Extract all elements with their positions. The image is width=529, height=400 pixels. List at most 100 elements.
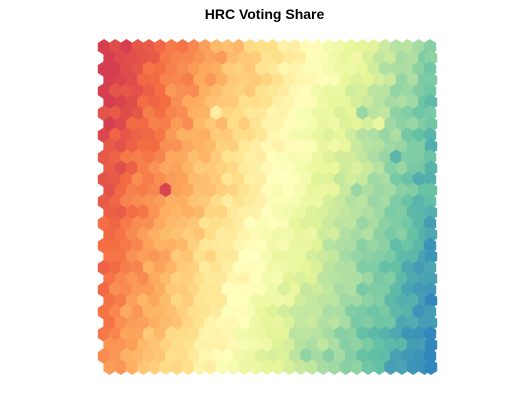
hex-cell	[103, 204, 116, 221]
hex-cell	[294, 314, 307, 331]
hex-cell	[142, 215, 156, 232]
hex-cell	[266, 303, 279, 320]
hex-cell	[300, 83, 313, 100]
hex-cell	[272, 336, 285, 353]
hex-cell	[412, 281, 425, 298]
hex-cell	[316, 204, 330, 221]
hex-cell	[277, 348, 291, 364]
hex-cell	[198, 303, 212, 320]
hex-cell	[339, 292, 352, 309]
hex-cell	[322, 61, 336, 78]
hex-cell	[412, 193, 425, 210]
hex-cell	[300, 281, 313, 298]
hex-cell	[378, 237, 392, 254]
hex-cell	[193, 138, 206, 155]
hex-cell	[210, 61, 223, 78]
hex-cell	[249, 116, 262, 133]
hex-cell	[378, 325, 392, 342]
hex-cell	[384, 314, 397, 331]
hex-cell	[238, 204, 251, 221]
hex-cell	[198, 39, 212, 55]
hex-cell	[406, 292, 420, 309]
hex-cell	[131, 193, 144, 210]
hex-cell	[120, 61, 133, 78]
hex-cell	[176, 39, 189, 55]
hex-cell	[232, 127, 246, 144]
hex-cell	[210, 215, 223, 232]
hex-cell	[198, 193, 212, 210]
hex-cell	[412, 259, 425, 276]
hex-cell	[288, 39, 302, 55]
hex-cell	[395, 359, 409, 375]
hex-cell	[125, 50, 139, 66]
hex-cell	[390, 348, 403, 364]
hex-cell	[401, 303, 414, 320]
hex-cell	[283, 226, 296, 243]
hex-cell	[148, 138, 161, 155]
hex-cell	[221, 303, 234, 320]
hex-cell	[176, 348, 189, 364]
hex-cell	[272, 116, 285, 133]
hex-cell	[182, 359, 195, 375]
hex-cell	[333, 281, 347, 298]
hex-cell	[373, 138, 386, 155]
hex-cell	[350, 292, 364, 309]
hex-cell	[227, 50, 240, 66]
hex-cell	[423, 83, 437, 100]
hex-cell	[109, 259, 122, 276]
hex-cell	[322, 215, 336, 232]
hex-cell	[322, 281, 336, 298]
hex-cell	[232, 105, 246, 122]
hex-cell	[406, 314, 420, 331]
hex-cell	[125, 359, 139, 375]
hex-cell	[187, 171, 201, 188]
hex-cell	[243, 127, 257, 144]
hex-cell	[210, 193, 223, 210]
hex-cell	[159, 292, 173, 309]
hex-cell	[232, 281, 246, 298]
hex-cell	[148, 160, 161, 177]
hex-cell	[373, 270, 386, 287]
hex-cell	[305, 204, 319, 221]
hex-cell	[227, 94, 240, 111]
hex-cell	[305, 226, 319, 243]
hex-cell	[339, 94, 352, 111]
hex-cell	[176, 281, 189, 298]
hex-cell	[328, 72, 341, 89]
hex-cell	[266, 237, 279, 254]
hex-cell	[272, 226, 285, 243]
hex-cell	[120, 259, 133, 276]
hex-cell	[193, 314, 206, 331]
hex-cell	[384, 182, 397, 199]
hex-cell	[424, 138, 438, 155]
hex-cell	[170, 72, 184, 89]
hex-cell	[311, 127, 324, 144]
hex-cell	[406, 359, 420, 375]
hex-cell	[367, 105, 381, 122]
hex-cell	[361, 359, 375, 375]
hex-cell	[356, 325, 369, 342]
hex-cell	[187, 303, 201, 320]
hex-cell	[170, 359, 184, 375]
hex-cell	[176, 259, 189, 276]
hex-cell	[294, 292, 307, 309]
hex-cell	[103, 116, 116, 133]
hex-cell	[339, 182, 352, 199]
hex-cell	[103, 226, 116, 243]
hex-cell	[345, 325, 358, 342]
hex-cell	[227, 182, 240, 199]
hex-cell	[322, 303, 336, 320]
hex-cell	[345, 237, 358, 254]
hex-cell	[277, 303, 291, 320]
hex-cell	[423, 303, 437, 320]
hex-cell	[176, 61, 189, 78]
hex-cell	[159, 314, 173, 331]
hex-cell	[423, 325, 437, 342]
hex-cell	[260, 94, 274, 111]
hex-cell	[120, 237, 133, 254]
hex-cell	[255, 281, 268, 298]
hex-cell	[210, 127, 223, 144]
hex-cell	[373, 116, 386, 133]
hex-cell	[238, 182, 251, 199]
hex-cell	[328, 336, 341, 353]
